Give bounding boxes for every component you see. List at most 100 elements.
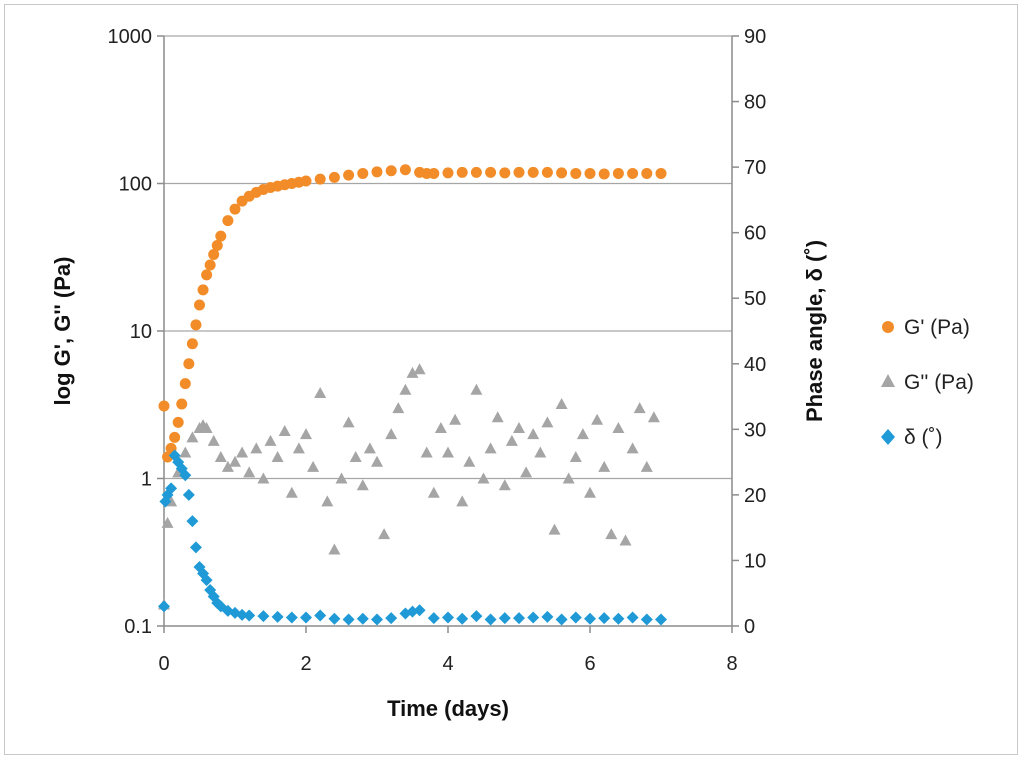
gpp-point [214,450,227,462]
delta-point [655,613,667,626]
gpp-point [335,472,348,484]
legend-gpp-marker [881,374,895,387]
delta-point [257,610,270,623]
gpp-point [392,402,405,414]
gp-point [385,165,397,177]
gp-point [190,319,202,331]
gpp-point [612,421,625,433]
gp-point [470,166,482,178]
x-axis-title: Time (days) [387,696,509,721]
gp-point [176,398,188,410]
x-tick-label: 2 [300,653,311,675]
gp-point [655,167,667,179]
x-tick-label: 8 [726,653,737,675]
delta-point [527,611,540,624]
gpp-point [229,455,241,467]
delta-point [413,604,426,617]
gp-point [612,167,624,179]
gp-point [556,167,568,179]
delta-point [186,515,199,528]
gp-point [208,249,220,261]
gpp-point [505,434,518,446]
gp-point [343,169,355,181]
gridlines [164,35,732,480]
delta-point [598,612,611,625]
gp-point [598,168,610,180]
gpp-point [292,442,305,454]
gpp-point [491,411,504,423]
gpp-point [250,442,263,454]
gpp-point [307,460,320,472]
gpp-point [342,416,355,428]
delta-point [356,612,369,625]
gpp-point [626,442,639,454]
gpp-point [449,413,462,425]
gpp-point [484,442,497,454]
right-y-tick-label: 70 [744,157,766,179]
x-tick-label: 0 [158,653,169,675]
delta-point [612,612,625,625]
gpp-point [363,442,376,454]
gpp-point [356,479,369,491]
gp-point [194,299,205,311]
gp-point [222,215,234,227]
delta-point [179,469,192,482]
legend-delta-label: δ (˚) [904,426,943,449]
gp-point [186,338,198,350]
gpp-point [619,534,632,546]
gpp-point [179,446,192,458]
tick-labels: 0.1 1 10 100 1000 0 10 20 30 40 50 60 70 80 90 0 2 4 6 8 [108,26,767,675]
delta-point [640,613,653,626]
delta-point [484,613,497,626]
gpp-point [300,428,312,440]
gpp-point [633,402,646,414]
gpp-point [527,428,540,440]
gpp-point [385,428,398,440]
gp-point [442,167,454,179]
gpp-point [584,486,596,498]
gpp-point [605,528,618,540]
gpp-point [371,455,383,467]
delta-point [569,611,582,624]
delta-point [200,574,213,587]
delta-point [158,600,170,613]
gp-point [204,259,216,271]
gpp-point [456,495,469,507]
gpp-point [321,495,334,507]
gpp-point [541,416,554,428]
delta-point [513,612,525,625]
left-y-tick-label: 0.1 [124,616,152,638]
legend-gp-label: G' (Pa) [904,316,970,339]
right-y-tick-label: 10 [744,550,766,572]
delta-point [342,613,355,626]
gp-point [499,167,511,179]
delta-point [300,611,312,624]
gpp-point [236,446,249,458]
gp-point [328,171,340,183]
gp-point [570,167,582,179]
gpp-point [257,472,270,484]
gpp-point [562,472,575,484]
gp-point [211,239,223,251]
gpp-point [427,486,440,498]
gp-point [541,166,553,178]
delta-point [371,613,383,626]
legend: G' (Pa) G'' (Pa) δ (˚) [881,316,974,449]
gpp-point [555,397,568,409]
gp-point [513,166,525,178]
gp-point [357,167,369,179]
right-y-tick-label: 80 [744,92,766,114]
gpp-point [477,472,490,484]
gp-point [229,203,241,215]
data-marks [158,164,667,626]
gpp-point [207,434,220,446]
delta-point [456,612,469,625]
gp-point [485,166,497,178]
delta-point [555,613,568,626]
gpp-point [285,486,298,498]
x-tick-label: 6 [584,653,595,675]
gp-point [197,284,209,296]
left-y-tick-label: 1 [141,469,152,491]
legend-gpp-label: G'' (Pa) [904,371,974,394]
gpp-point [161,516,174,528]
